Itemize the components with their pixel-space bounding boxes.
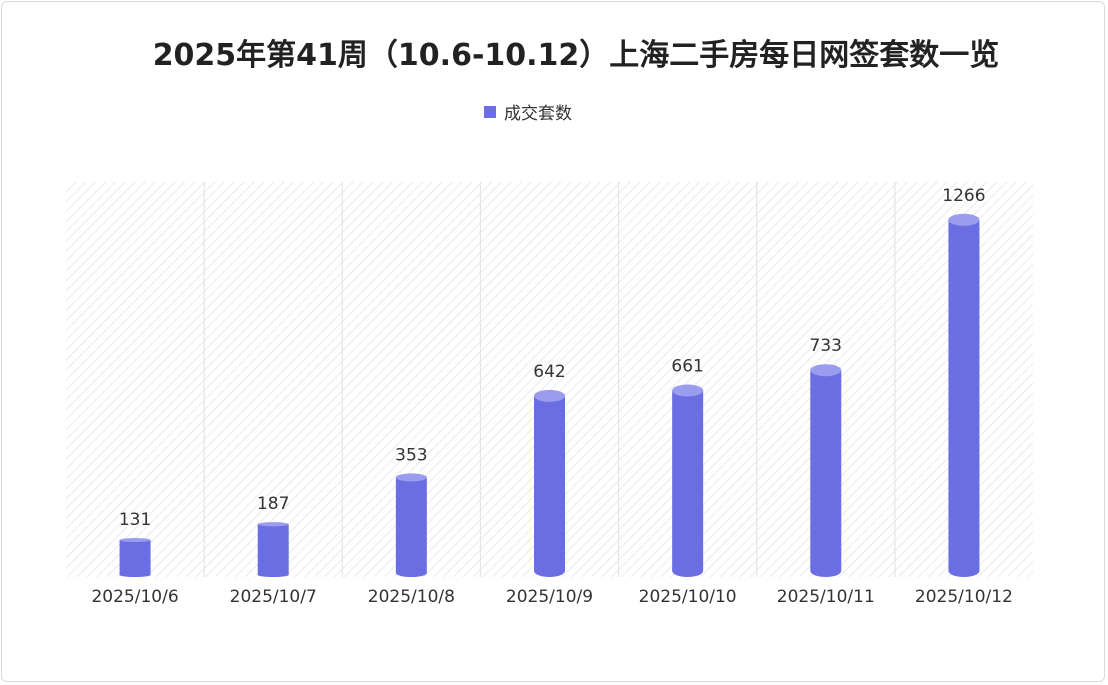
data-label: 642 [533, 362, 565, 382]
data-label: 131 [119, 510, 151, 530]
bar [948, 213, 980, 578]
chart-legend: 成交套数 [484, 99, 572, 124]
bar [395, 473, 427, 577]
bar [534, 389, 565, 577]
data-label: 661 [671, 357, 703, 377]
bar [119, 538, 151, 577]
legend-label: 成交套数 [504, 104, 572, 124]
bar [257, 522, 289, 578]
data-label: 733 [810, 336, 842, 356]
x-tick-label: 2025/10/11 [777, 587, 875, 607]
bar-top [119, 538, 151, 543]
bar-top [534, 389, 565, 402]
bar-body [119, 540, 151, 577]
bar-body [395, 477, 427, 577]
bar-top [672, 384, 704, 397]
chart-title: 2025年第41周（10.6-10.12）上海二手房每日网签套数一览 [152, 38, 1000, 73]
x-tick-label: 2025/10/9 [506, 587, 593, 607]
data-label: 187 [257, 494, 289, 514]
bar-body [257, 524, 289, 578]
bar-body [672, 390, 704, 577]
bar-body [534, 395, 565, 577]
x-tick-label: 2025/10/7 [230, 587, 317, 607]
bar-top [948, 213, 980, 226]
data-label: 1266 [942, 186, 985, 206]
x-tick-label: 2025/10/12 [915, 587, 1013, 607]
bar-body [810, 370, 842, 577]
bar [810, 364, 842, 577]
bar [672, 384, 704, 577]
legend-swatch [484, 105, 496, 118]
data-label: 353 [395, 445, 427, 465]
bar-top [810, 364, 842, 377]
bar-body [948, 219, 980, 578]
x-tick-label: 2025/10/10 [639, 587, 737, 607]
bar-top [257, 522, 289, 527]
bar-top [395, 473, 427, 482]
x-tick-label: 2025/10/6 [91, 587, 178, 607]
x-tick-label: 2025/10/8 [368, 587, 455, 607]
